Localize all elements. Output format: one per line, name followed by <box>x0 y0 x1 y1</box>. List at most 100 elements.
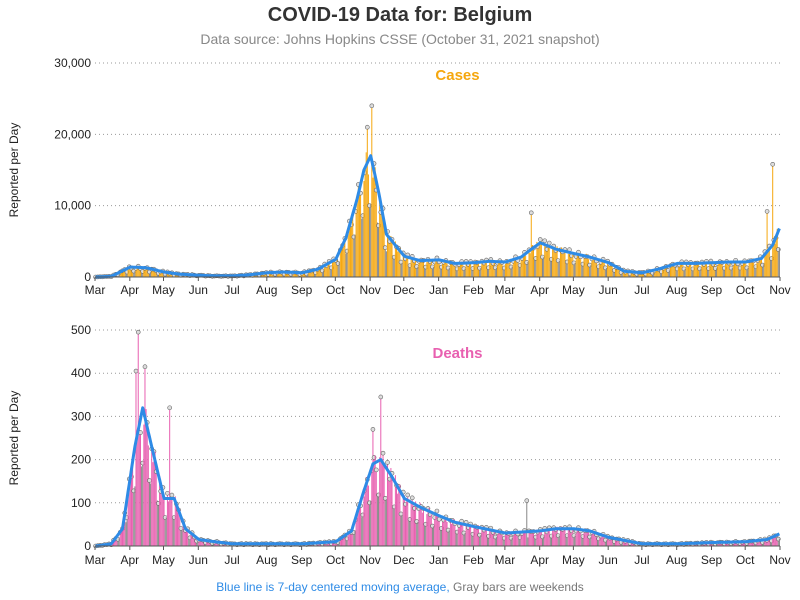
cases-xtick-label: Mar <box>85 283 106 297</box>
cases-bar <box>285 272 287 277</box>
cases-bar <box>683 268 685 277</box>
deaths-bar <box>520 532 522 546</box>
deaths-bar <box>539 529 541 546</box>
deaths-bar <box>126 517 128 546</box>
deaths-bar <box>130 476 132 546</box>
cases-bar <box>734 262 736 277</box>
deaths-bar <box>358 507 360 546</box>
cases-bar <box>319 267 321 277</box>
deaths-point <box>405 492 411 498</box>
deaths-point <box>165 490 170 496</box>
cases-bar <box>353 236 355 277</box>
deaths-bar <box>318 543 320 546</box>
deaths-bar <box>472 534 474 546</box>
cases-bar <box>328 261 330 277</box>
cases-bar <box>458 264 460 277</box>
deaths-bar <box>134 486 136 546</box>
deaths-bar <box>192 535 194 546</box>
deaths-bar <box>378 494 380 546</box>
deaths-bar <box>347 534 349 546</box>
cases-bar <box>552 245 554 277</box>
deaths-bar <box>207 540 209 546</box>
cases-bar <box>555 250 557 277</box>
cases-bar <box>410 257 412 277</box>
deaths-xtick-label: Jun <box>189 553 208 567</box>
deaths-bar <box>380 396 382 546</box>
deaths-bar <box>525 532 527 546</box>
cases-bar <box>510 266 512 277</box>
cases-bar <box>396 246 398 277</box>
deaths-bar <box>163 498 165 546</box>
cases-bar <box>506 261 508 277</box>
cases-bar <box>729 263 731 277</box>
deaths-bar <box>480 535 482 546</box>
cases-bar <box>480 268 482 277</box>
cases-bar <box>332 260 334 277</box>
deaths-bar <box>183 523 185 546</box>
cases-xtick-label: Apr <box>120 283 139 297</box>
deaths-bar <box>160 491 162 546</box>
cases-bar <box>413 260 415 277</box>
cases-bar <box>599 259 601 277</box>
cases-bar <box>348 221 350 277</box>
cases-bar <box>671 266 673 277</box>
deaths-xtick-label: Oct <box>736 553 755 567</box>
cases-bar <box>687 264 689 277</box>
cases-bar <box>659 271 661 277</box>
cases-xtick-label: Jul <box>634 283 649 297</box>
deaths-bar <box>412 505 414 546</box>
cases-bar <box>546 249 548 277</box>
deaths-bar <box>151 448 153 546</box>
deaths-bar <box>530 531 532 546</box>
cases-bar <box>626 271 628 277</box>
cases-bar <box>370 204 372 277</box>
cases-bar <box>152 270 154 277</box>
deaths-bar <box>583 531 585 546</box>
cases-bar <box>678 264 680 277</box>
cases-bar <box>416 266 418 277</box>
cases-bar <box>776 228 778 277</box>
deaths-xtick-label: Jan <box>429 553 448 567</box>
cases-bar <box>374 167 376 277</box>
cases-bar <box>610 262 612 277</box>
cases-bar <box>364 172 366 277</box>
cases-bar <box>470 261 472 277</box>
cases-bar <box>467 264 469 277</box>
deaths-bar <box>375 469 377 546</box>
deaths-bar <box>199 539 201 546</box>
cases-bar <box>291 274 293 277</box>
deaths-bar <box>535 537 537 546</box>
cases-bar <box>500 263 502 277</box>
cases-bar <box>398 248 400 277</box>
deaths-bar <box>497 532 499 546</box>
cases-bar <box>123 271 125 277</box>
cases-bar <box>270 272 272 277</box>
deaths-bar <box>190 533 192 546</box>
deaths-bar <box>366 479 368 546</box>
deaths-bar <box>597 538 599 546</box>
deaths-xtick-label: Nov <box>359 553 380 567</box>
cases-bar <box>402 252 404 277</box>
cases-bar <box>558 260 560 277</box>
cases-bar <box>357 184 359 277</box>
deaths-bar <box>419 502 421 546</box>
deaths-xtick-label: May <box>562 553 585 567</box>
cases-bar <box>663 268 665 277</box>
cases-bar <box>762 265 764 277</box>
cases-xtick-label: Apr <box>530 283 549 297</box>
deaths-bar <box>171 495 173 546</box>
cases-bar <box>562 251 564 277</box>
cases-bar <box>738 268 740 277</box>
cases-bar <box>593 256 595 277</box>
cases-bar <box>653 272 655 277</box>
deaths-panel-title: Deaths <box>432 345 482 362</box>
cases-bar <box>680 263 682 277</box>
cases-bar <box>435 260 437 277</box>
cases-bar <box>654 270 656 277</box>
deaths-bar <box>191 532 193 546</box>
cases-bar <box>570 251 572 277</box>
cases-bar <box>422 260 424 277</box>
cases-bar <box>316 268 318 277</box>
cases-bar <box>707 268 709 277</box>
deaths-ylabel: Reported per Day <box>7 391 21 486</box>
